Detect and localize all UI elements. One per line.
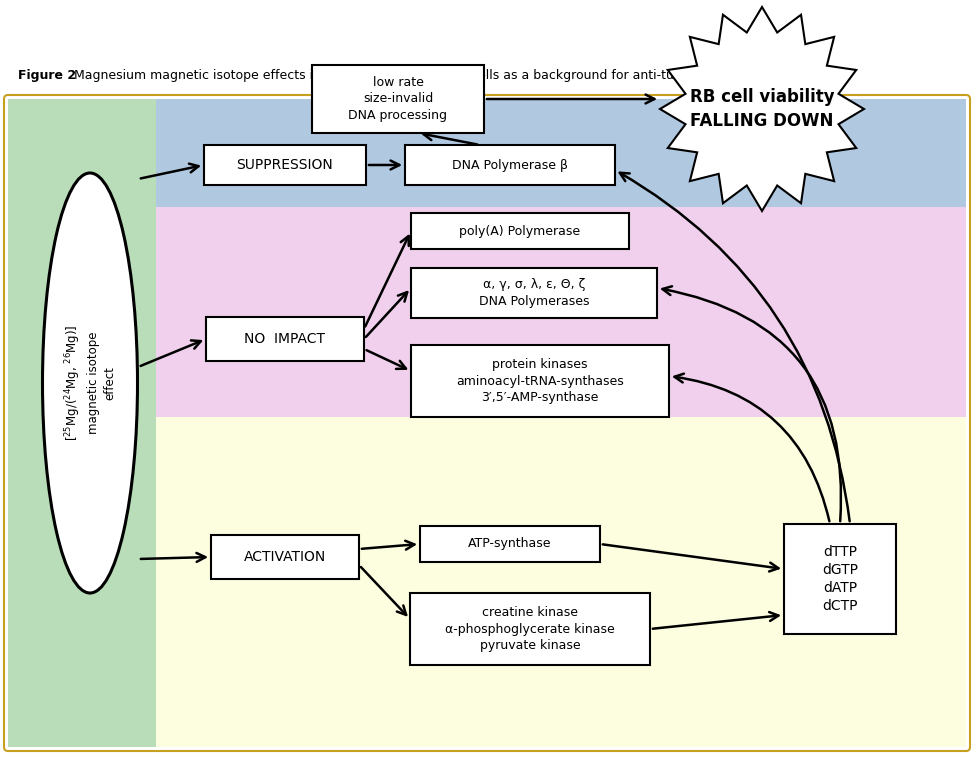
FancyBboxPatch shape [410,593,649,665]
Text: poly(A) Polymerase: poly(A) Polymerase [459,225,580,238]
FancyBboxPatch shape [312,65,483,133]
FancyBboxPatch shape [411,268,656,318]
Text: Magnesium magnetic isotope effects in human retinoblastoma cells as a background: Magnesium magnetic isotope effects in hu… [70,69,763,82]
Bar [8,99,156,747]
FancyBboxPatch shape [203,145,366,185]
FancyBboxPatch shape [783,524,895,634]
Text: SUPPRESSION: SUPPRESSION [237,158,333,172]
FancyBboxPatch shape [411,213,628,249]
Text: low rate
size-invalid
DNA processing: low rate size-invalid DNA processing [348,76,447,122]
FancyBboxPatch shape [211,535,359,579]
Text: DNA Polymerase β: DNA Polymerase β [452,159,567,172]
FancyBboxPatch shape [420,526,600,562]
Text: NO  IMPACT: NO IMPACT [244,332,325,346]
Text: ACTIVATION: ACTIVATION [244,550,326,564]
Text: Figure 2: Figure 2 [18,69,76,82]
Text: ATP-synthase: ATP-synthase [467,537,552,550]
FancyBboxPatch shape [411,345,668,417]
Text: [$^{25}$Mg/($^{24}$Mg, $^{26}$Mg)]
magnetic isotope
effect: [$^{25}$Mg/($^{24}$Mg, $^{26}$Mg)] magne… [64,325,116,441]
Polygon shape [659,7,864,211]
Bar [156,417,965,747]
Text: RB cell viability
FALLING DOWN: RB cell viability FALLING DOWN [689,88,833,130]
FancyBboxPatch shape [4,95,969,751]
Text: dTTP
dGTP
dATP
dCTP: dTTP dGTP dATP dCTP [822,545,857,613]
Text: creatine kinase
α-phosphoglycerate kinase
pyruvate kinase: creatine kinase α-phosphoglycerate kinas… [445,606,614,652]
Bar [156,99,965,207]
Bar [156,207,965,417]
FancyBboxPatch shape [205,317,364,361]
FancyBboxPatch shape [405,145,614,185]
Text: α, γ, σ, λ, ε, Θ, ζ
DNA Polymerases: α, γ, σ, λ, ε, Θ, ζ DNA Polymerases [478,279,589,307]
Ellipse shape [42,173,137,593]
Text: protein kinases
aminoacyl-tRNA-synthases
3′,5′-AMP-synthase: protein kinases aminoacyl-tRNA-synthases… [456,358,623,404]
